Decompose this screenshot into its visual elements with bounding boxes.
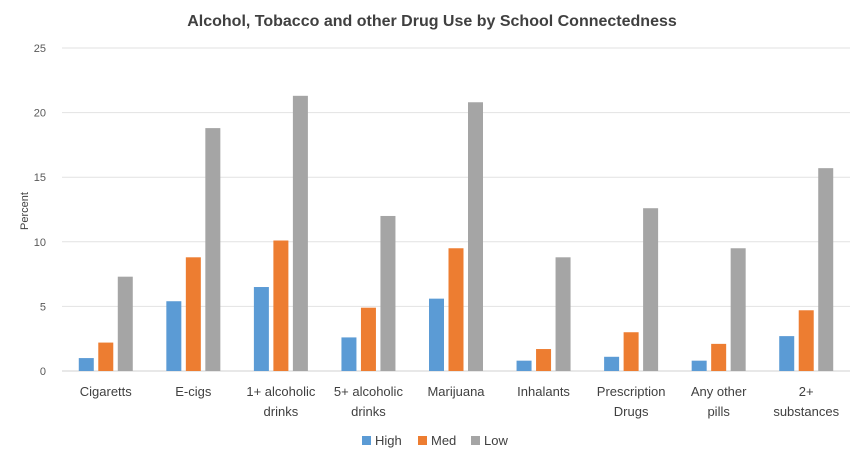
bar-high (604, 356, 620, 371)
x-category-label: Inhalants (517, 384, 570, 399)
bar-low (205, 128, 221, 371)
bar-low (117, 276, 133, 371)
bar-med (273, 240, 289, 371)
x-category-label: Prescription Drugs (597, 384, 666, 419)
chart-title: Alcohol, Tobacco and other Drug Use by S… (187, 13, 677, 30)
bar-high (516, 360, 532, 371)
bar-high (78, 358, 94, 371)
bar-low (818, 168, 834, 371)
x-category-label: 2+ substances (773, 384, 839, 419)
y-axis-ticks: 0 5 10 15 20 25 (34, 43, 46, 378)
bar-high (779, 336, 795, 371)
y-tick-label: 10 (34, 237, 46, 249)
bar-med (185, 257, 201, 371)
bar-low (468, 102, 483, 371)
bar-low (643, 208, 659, 371)
x-category-label: Any other pills (691, 384, 747, 419)
y-tick-label: 25 (34, 43, 46, 55)
bar-high (166, 301, 182, 371)
legend-label-high: High (375, 433, 402, 448)
bar-med (536, 349, 552, 371)
bar-med (98, 342, 114, 371)
bar-high (691, 360, 707, 371)
legend-label-med: Med (431, 433, 456, 448)
y-tick-label: 0 (40, 366, 46, 378)
legend-swatch-high (362, 436, 371, 445)
bar-low (730, 248, 746, 371)
y-tick-label: 20 (34, 108, 46, 120)
y-tick-label: 5 (40, 301, 46, 313)
bar-med (360, 307, 376, 371)
bar-med (448, 248, 464, 371)
x-category-label: Cigaretts (80, 384, 133, 399)
bar-med (623, 332, 639, 371)
legend-label-low: Low (484, 433, 508, 448)
bar-low (292, 95, 308, 371)
bar-med (711, 343, 727, 371)
bar-low (380, 215, 396, 371)
bar-med (798, 310, 814, 371)
x-category-label: E-cigs (175, 384, 212, 399)
y-tick-label: 15 (34, 172, 46, 184)
bar-high (341, 337, 357, 371)
bar-high (253, 287, 269, 371)
legend-swatch-med (418, 436, 427, 445)
x-category-label: 5+ alcoholic drinks (334, 384, 404, 419)
x-category-label: Marijuana (427, 384, 485, 399)
legend-swatch-low (471, 436, 480, 445)
y-axis-title: Percent (19, 192, 31, 230)
bar-low (555, 257, 571, 371)
bars (78, 95, 834, 371)
x-axis-categories: Cigaretts E-cigs 1+ alcoholic drinks 5+ alco… (80, 384, 840, 419)
legend: High Med Low (362, 433, 508, 448)
x-category-label: 1+ alcoholic drinks (246, 384, 316, 419)
bar-high (429, 298, 444, 371)
